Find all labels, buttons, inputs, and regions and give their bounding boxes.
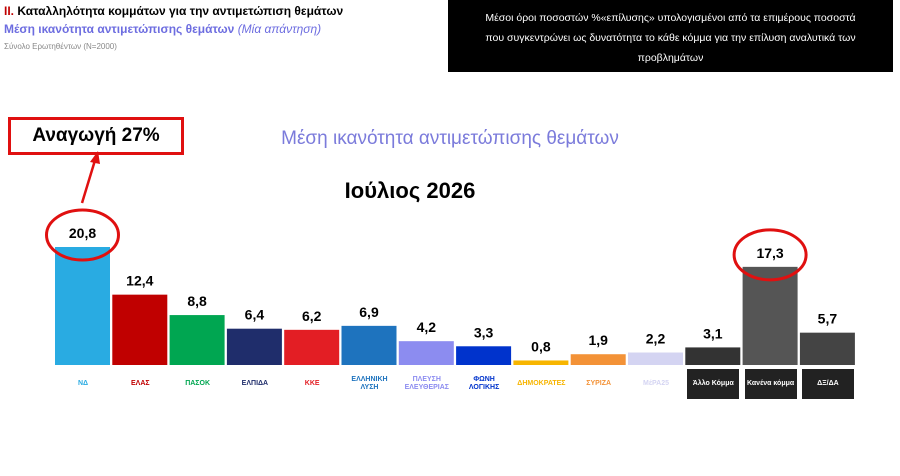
category-label: ΔΗΜΟΚΡΑΤΕΣ	[515, 369, 568, 399]
category-label: ΦΩΝΗ ΛΟΓΙΚΗΣ	[458, 369, 511, 399]
section-number: ΙΙ.	[4, 4, 15, 18]
category-label: ΕΛΛΗΝΙΚΗ ΛΥΣΗ	[343, 369, 396, 399]
category-label: ΝΔ	[57, 369, 109, 399]
value-label: 12,4	[126, 273, 153, 289]
header-title-line: ΙΙ. Καταλληλότητα κομμάτων για την αντιμ…	[4, 4, 343, 18]
highlight-circle	[45, 208, 120, 262]
callout-box: Αναγωγή 27%	[8, 117, 184, 155]
callout-arrow	[80, 156, 98, 204]
note-line: που συγκεντρώνει ως δυνατότητα το κάθε κ…	[485, 32, 856, 44]
bar	[456, 346, 512, 365]
header-subtitle: Μέση ικανότητα αντιμετώπισης θεμάτων	[4, 22, 235, 36]
chart-title: Μέση ικανότητα αντιμετώπισης θεμάτων	[281, 128, 619, 149]
bar	[799, 332, 855, 365]
bar	[226, 328, 282, 365]
value-label: 1,9	[588, 332, 608, 348]
bar	[513, 360, 569, 365]
chart-subtitle: Ιούλιος 2026	[344, 178, 476, 203]
bar	[112, 294, 168, 365]
value-label: 3,1	[703, 325, 723, 341]
category-label: ΣΥΡΙΖΑ	[572, 369, 625, 399]
category-label: ΠΑΣΟΚ	[171, 369, 224, 399]
value-label: 8,8	[187, 293, 207, 309]
value-label: 5,7	[818, 311, 838, 327]
value-label: 2,2	[646, 331, 666, 347]
value-label: 3,3	[474, 324, 494, 340]
sample-size: Σύνολο Ερωτηθέντων (N=2000)	[4, 42, 117, 51]
bar	[341, 325, 397, 365]
value-label: 6,2	[302, 308, 322, 324]
bar	[55, 247, 110, 365]
value-label: 4,2	[417, 319, 437, 335]
category-label: ΜέΡΑ25	[630, 369, 682, 399]
bar	[685, 347, 741, 365]
highlight-circle	[732, 228, 808, 282]
note-line: Μέσοι όροι ποσοστών %«επίλυσης» υπολογισ…	[485, 12, 856, 24]
category-label: ΕΛΑΣ	[114, 369, 167, 399]
category-label: ΠΛΕΥΣΗ ΕΛΕΥΘΕΡΙΑΣ	[400, 369, 453, 399]
value-label: 6,9	[359, 304, 379, 320]
subtitle-line: Μέση ικανότητα αντιμετώπισης θεμάτων (Μί…	[4, 22, 321, 36]
header-title: Καταλληλότητα κομμάτων για την αντιμετώπ…	[17, 4, 344, 18]
value-label: 20,8	[69, 225, 96, 241]
bar	[570, 354, 626, 365]
bar	[284, 329, 340, 365]
category-label: Άλλο Κόμμα	[687, 369, 740, 399]
value-label: 0,8	[531, 338, 551, 354]
value-label: 6,4	[245, 307, 265, 323]
bar	[742, 266, 798, 365]
bar	[169, 315, 225, 365]
category-label: ΔΞ/ΔΑ	[801, 369, 854, 399]
callout-arrowhead	[90, 151, 100, 164]
category-label: Κανένα κόμμα	[744, 369, 797, 399]
note-line: προβλημάτων	[637, 52, 704, 64]
category-label: ΚΚΕ	[286, 369, 339, 399]
bar	[628, 352, 683, 365]
value-label: 17,3	[756, 245, 783, 261]
category-label: ΕΛΠΙΔΑ	[228, 369, 281, 399]
subtitle-note: (Μία απάντηση)	[237, 22, 322, 36]
note-box: Μέσοι όροι ποσοστών %«επίλυσης» υπολογισ…	[448, 0, 893, 72]
bar	[398, 341, 454, 365]
